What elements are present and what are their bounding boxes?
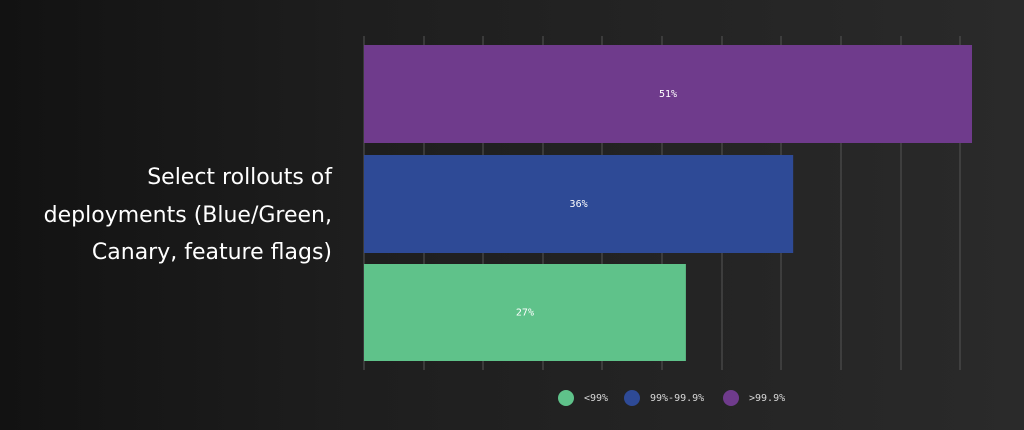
bars bbox=[364, 45, 972, 361]
data-label: 51% bbox=[659, 89, 677, 100]
legend-item-99-to-999: 99%-99.9% bbox=[624, 389, 704, 407]
legend-label-below-99: <99% bbox=[584, 392, 609, 404]
legend-swatch-99-to-999 bbox=[624, 390, 640, 406]
bar bbox=[364, 264, 686, 361]
bar bbox=[364, 45, 972, 143]
data-labels: 51% 36% 27% bbox=[516, 89, 677, 319]
legend-item-below-99: <99% bbox=[558, 389, 608, 407]
legend-label-above-999: >99.9% bbox=[749, 392, 786, 404]
data-label: 36% bbox=[570, 199, 588, 210]
bar bbox=[364, 155, 794, 253]
legend: <99% 99%-99.9% >99.9% bbox=[0, 389, 1024, 407]
legend-item-above-999: >99.9% bbox=[723, 389, 785, 407]
data-label: 27% bbox=[516, 308, 534, 319]
category-label: Select rollouts of deployments (Blue/Gre… bbox=[43, 165, 332, 265]
legend-label-99-to-999: 99%-99.9% bbox=[650, 392, 705, 404]
legend-swatch-below-99 bbox=[558, 390, 574, 406]
legend-swatch-above-999 bbox=[723, 390, 739, 406]
